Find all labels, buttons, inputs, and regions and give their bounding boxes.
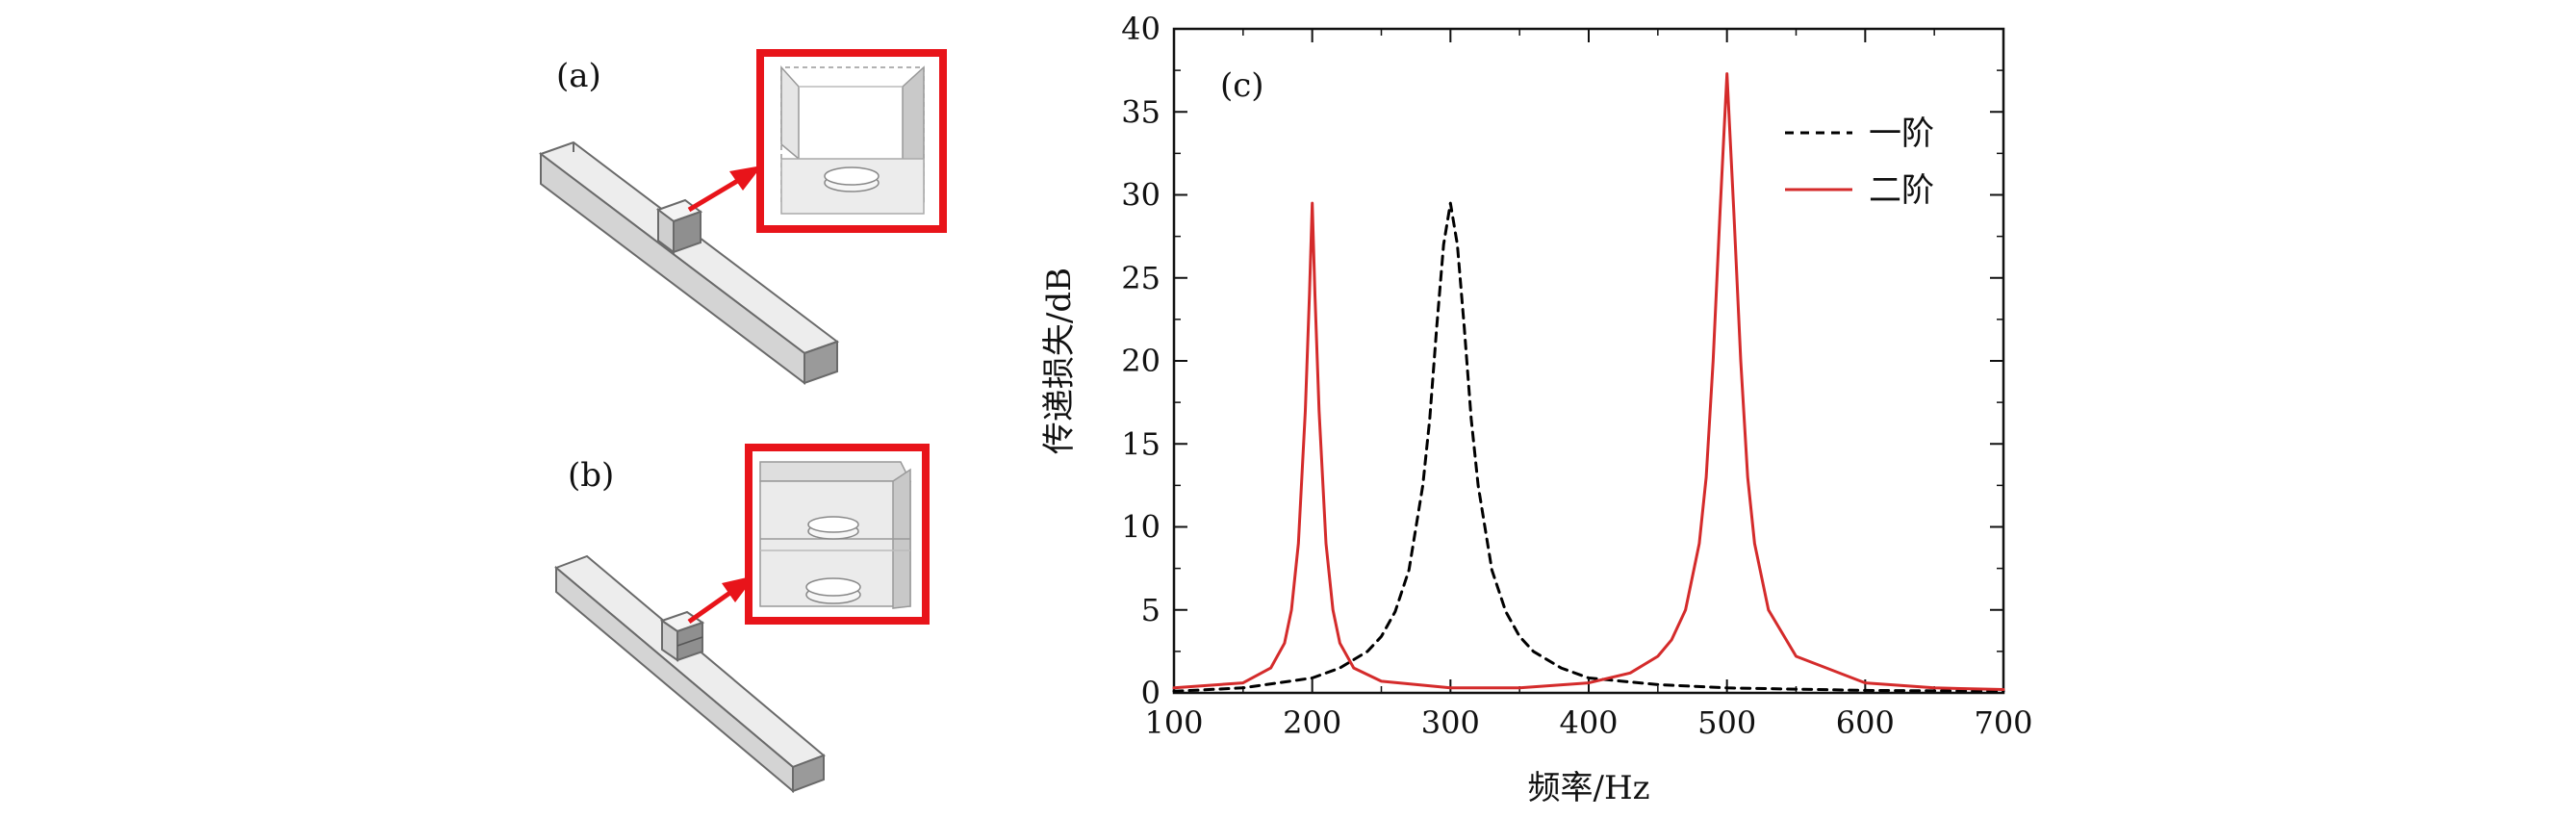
panel-b-label: (b) xyxy=(568,456,614,495)
y-tick-label: 35 xyxy=(1121,93,1160,130)
legend-label-first: 一阶 xyxy=(1869,115,1934,153)
y-tick-label: 30 xyxy=(1121,177,1160,214)
arrow-a xyxy=(687,166,762,213)
beam-a xyxy=(538,141,840,386)
x-tick-label: 600 xyxy=(1836,704,1895,741)
zoom-box-b xyxy=(745,444,930,625)
y-tick-label: 40 xyxy=(1121,11,1160,47)
resonator-b xyxy=(659,610,705,662)
series-group xyxy=(1172,72,2005,693)
x-tick-label: 400 xyxy=(1559,704,1618,741)
x-tick-label: 500 xyxy=(1697,704,1756,741)
panel-c-label: (c) xyxy=(1220,66,1264,105)
legend: 一阶 二阶 xyxy=(1785,115,1934,210)
x-axis-label: 频率/Hz xyxy=(1527,769,1649,807)
panel-a-label: (a) xyxy=(556,57,601,95)
series-line-second-order xyxy=(1172,72,2005,691)
x-axis-ticks: 100 200 300 400 500 600 700 xyxy=(1144,29,2033,741)
x-tick-label: 700 xyxy=(1974,704,2032,741)
legend-label-second: 二阶 xyxy=(1869,171,1934,210)
x-tick-label: 100 xyxy=(1144,704,1203,741)
y-tick-label: 5 xyxy=(1141,592,1160,628)
x-tick-label: 200 xyxy=(1283,704,1341,741)
zoom-box-a xyxy=(756,49,947,233)
chart-panel-c: (c) 100 200 300 400 500 600 700 0 5 10 15 20 25 30 35… xyxy=(1040,11,2033,807)
x-tick-label: 300 xyxy=(1421,704,1480,741)
beam-b xyxy=(554,554,826,794)
resonator-a xyxy=(655,198,703,254)
panel-a: (a) xyxy=(538,49,947,386)
y-axis-ticks: 0 5 10 15 20 25 30 35 40 xyxy=(1121,11,2003,711)
y-tick-label: 10 xyxy=(1121,509,1160,546)
y-tick-label: 25 xyxy=(1121,260,1160,296)
y-tick-label: 0 xyxy=(1141,675,1160,711)
y-tick-label: 15 xyxy=(1121,425,1160,462)
y-axis-label: 传递损失/dB xyxy=(1040,268,1079,454)
series-line-first-order xyxy=(1172,201,2005,693)
panel-b: (b) xyxy=(554,444,930,794)
y-tick-label: 20 xyxy=(1121,343,1160,379)
